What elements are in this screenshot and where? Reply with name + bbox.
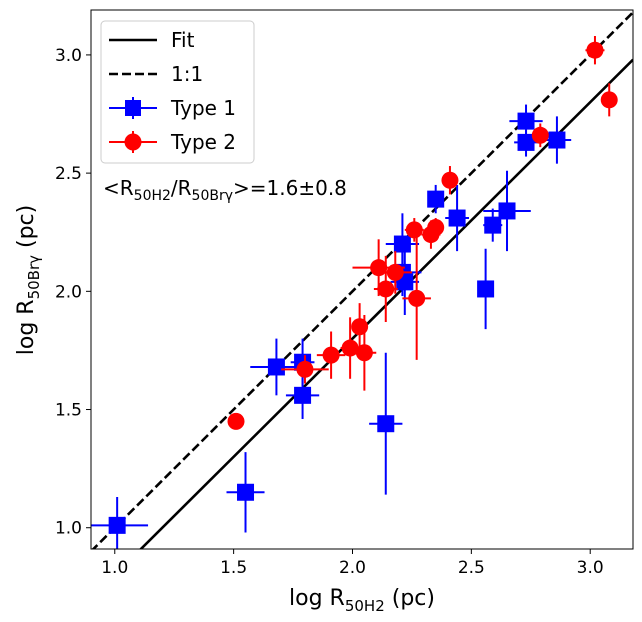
plot-frame (90, 9, 634, 550)
type2-point (427, 218, 445, 236)
type2-point (408, 289, 426, 307)
one-to-one-line (91, 11, 633, 549)
type2-point (296, 360, 314, 378)
type1-point (484, 216, 502, 234)
type2-point (377, 280, 395, 298)
type2-point (600, 91, 618, 109)
ticks: 1.0 1.5 2.0 2.5 3.0 1.0 1.5 2.0 2.5 3.0 (55, 46, 604, 578)
x-axis-label: log R50H2 (pc) (289, 586, 435, 615)
legend-entry-type1: Type 1 (109, 96, 236, 120)
legend-entry-type2: Type 2 (109, 130, 236, 154)
type1-point (477, 280, 495, 298)
type1-point (393, 235, 411, 253)
x-tick-label: 2.5 (458, 558, 485, 578)
type2-point (405, 221, 423, 239)
legend-one-to-one-label: 1:1 (171, 62, 203, 86)
type2-point (531, 126, 549, 144)
legend-type1-label: Type 1 (170, 96, 236, 120)
type2-point (355, 344, 373, 362)
type1-point (517, 112, 535, 130)
type1-point (267, 358, 285, 376)
y-tick-label: 3.0 (55, 46, 82, 66)
y-tick-label: 2.5 (55, 164, 82, 184)
type2-point (386, 263, 404, 281)
y-axis-label: log R50Brγ (pc) (14, 205, 43, 355)
type1-point (377, 415, 395, 433)
type1-point (548, 131, 566, 149)
y-tick-label: 1.5 (55, 401, 82, 421)
type2-point (370, 259, 388, 277)
type1-point (517, 133, 535, 151)
type2-point (441, 171, 459, 189)
legend-fit-label: Fit (171, 28, 195, 52)
x-tick-label: 1.5 (220, 558, 247, 578)
x-tick-label: 3.0 (577, 558, 604, 578)
legend-type1-marker (125, 100, 141, 116)
type1-point (108, 516, 126, 534)
type1-point (448, 209, 466, 227)
type2-point (586, 41, 604, 59)
type2-point (351, 318, 369, 336)
type1-point (498, 202, 516, 220)
legend-type2-label: Type 2 (170, 130, 236, 154)
y-tick-label: 2.0 (55, 282, 82, 302)
data-points (91, 36, 618, 549)
legend-box (100, 20, 255, 164)
ratio-annotation: <R50H2/R50Brγ>=1.6±0.8 (103, 176, 347, 204)
type2-point (322, 346, 340, 364)
legend-entry-one-to-one: 1:1 (109, 62, 203, 86)
x-tick-label: 2.0 (339, 558, 366, 578)
x-tick-label: 1.0 (101, 558, 128, 578)
type1-point (237, 483, 255, 501)
legend: Fit 1:1 Type 1 Type 2 (100, 20, 255, 164)
y-tick-label: 1.0 (55, 519, 82, 539)
legend-type2-marker (124, 133, 142, 151)
type1-point (427, 190, 445, 208)
type2-point (227, 412, 245, 430)
legend-entry-fit: Fit (109, 28, 195, 52)
type1-point (294, 386, 312, 404)
